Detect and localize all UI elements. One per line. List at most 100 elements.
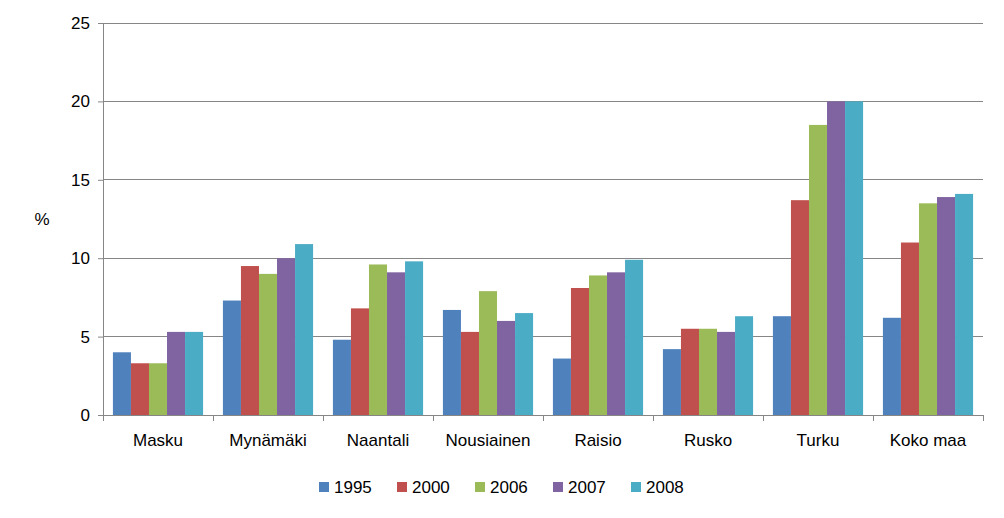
x-tick-label: Naantali: [347, 431, 409, 450]
y-tick-mark: [98, 258, 103, 259]
bar: [351, 308, 369, 415]
legend-swatch: [397, 482, 407, 492]
y-tick: 15: [71, 171, 103, 190]
bar: [479, 291, 497, 415]
legend-label: 2000: [412, 478, 450, 497]
y-axis: 0 5 10 15 20 25: [71, 14, 103, 425]
y-axis-title: %: [34, 210, 49, 229]
legend-item: 2007: [553, 478, 606, 497]
bar: [223, 301, 241, 415]
y-tick-label: 25: [71, 14, 90, 33]
legend-label: 2008: [646, 478, 684, 497]
bar-series: [113, 301, 901, 415]
x-tick-label: Rusko: [684, 431, 732, 450]
bar: [405, 261, 423, 415]
category-separator: [213, 415, 214, 421]
bar: [333, 340, 351, 415]
y-tick-mark: [98, 337, 103, 338]
bar-series: [149, 125, 937, 415]
bar: [845, 101, 863, 415]
bar: [295, 244, 313, 415]
bar: [515, 313, 533, 415]
y-tick-mark: [98, 180, 103, 181]
x-tick-label: Nousiainen: [445, 431, 530, 450]
x-tick: Nousiainen: [445, 415, 530, 450]
bar: [277, 258, 295, 415]
x-tick: Naantali: [347, 415, 409, 450]
bar: [955, 194, 973, 415]
bar: [919, 203, 937, 415]
y-tick: 20: [71, 92, 103, 111]
bar: [717, 332, 735, 415]
x-tick-label: Turku: [797, 431, 840, 450]
y-tick-mark: [98, 415, 103, 416]
bar: [497, 321, 515, 415]
bar: [773, 316, 791, 415]
legend-label: 2006: [490, 478, 528, 497]
x-tick: Rusko: [684, 415, 732, 450]
bar: [461, 332, 479, 415]
legend-swatch: [475, 482, 485, 492]
bars: [113, 101, 973, 415]
legend-item: 2006: [475, 478, 528, 497]
bar-series: [131, 200, 919, 415]
bar: [387, 272, 405, 415]
bar: [699, 329, 717, 415]
bar: [241, 266, 259, 415]
category-separator: [763, 415, 764, 421]
bar: [791, 200, 809, 415]
bar: [259, 274, 277, 415]
x-tick-label: Mynämäki: [229, 431, 306, 450]
legend-label: 2007: [568, 478, 606, 497]
bar: [607, 272, 625, 415]
grid: [103, 23, 983, 415]
category-separator: [103, 415, 104, 421]
bar: [809, 125, 827, 415]
x-tick: Turku: [797, 415, 840, 450]
x-tick: Koko maa: [890, 415, 967, 450]
bar: [681, 329, 699, 415]
x-tick: Raisio: [574, 415, 621, 450]
y-tick: 10: [71, 249, 103, 268]
y-tick-mark: [98, 101, 103, 102]
y-tick-label: 5: [81, 328, 90, 347]
category-separator: [323, 415, 324, 421]
y-tick-label: 10: [71, 249, 90, 268]
bar: [827, 101, 845, 415]
legend-label: 1995: [334, 478, 372, 497]
bar-series: [185, 101, 973, 415]
bar-series: [167, 101, 955, 415]
bar: [571, 288, 589, 415]
bar: [901, 243, 919, 415]
bar: [735, 316, 753, 415]
x-tick: Mynämäki: [229, 415, 306, 450]
bar: [185, 332, 203, 415]
y-tick-label: 20: [71, 92, 90, 111]
bar: [589, 275, 607, 415]
category-separator: [873, 415, 874, 421]
legend: 1995 2000 2006 2007 2008: [319, 478, 684, 497]
plot: 0 5 10 15 20 25 Masku Mynämäki Naantali Nousiaine…: [71, 14, 983, 450]
category-separator: [433, 415, 434, 421]
x-tick: Masku: [133, 415, 183, 450]
bar: [369, 264, 387, 415]
category-separator: [983, 415, 984, 421]
bar: [553, 359, 571, 415]
bar: [625, 260, 643, 415]
bar: [663, 349, 681, 415]
legend-item: 2000: [397, 478, 450, 497]
bar: [443, 310, 461, 415]
legend-swatch: [553, 482, 563, 492]
bar: [937, 197, 955, 415]
y-tick: 0: [81, 406, 103, 425]
legend-item: 2008: [631, 478, 684, 497]
y-tick: 5: [81, 328, 103, 347]
chart: 0 5 10 15 20 25 Masku Mynämäki Naantali Nousiaine…: [0, 0, 1004, 518]
y-tick-mark: [98, 23, 103, 24]
category-separators: [103, 415, 983, 421]
legend-swatch: [631, 482, 641, 492]
grid-line: [103, 23, 983, 24]
bar: [113, 352, 131, 415]
bar: [883, 318, 901, 415]
category-separator: [653, 415, 654, 421]
